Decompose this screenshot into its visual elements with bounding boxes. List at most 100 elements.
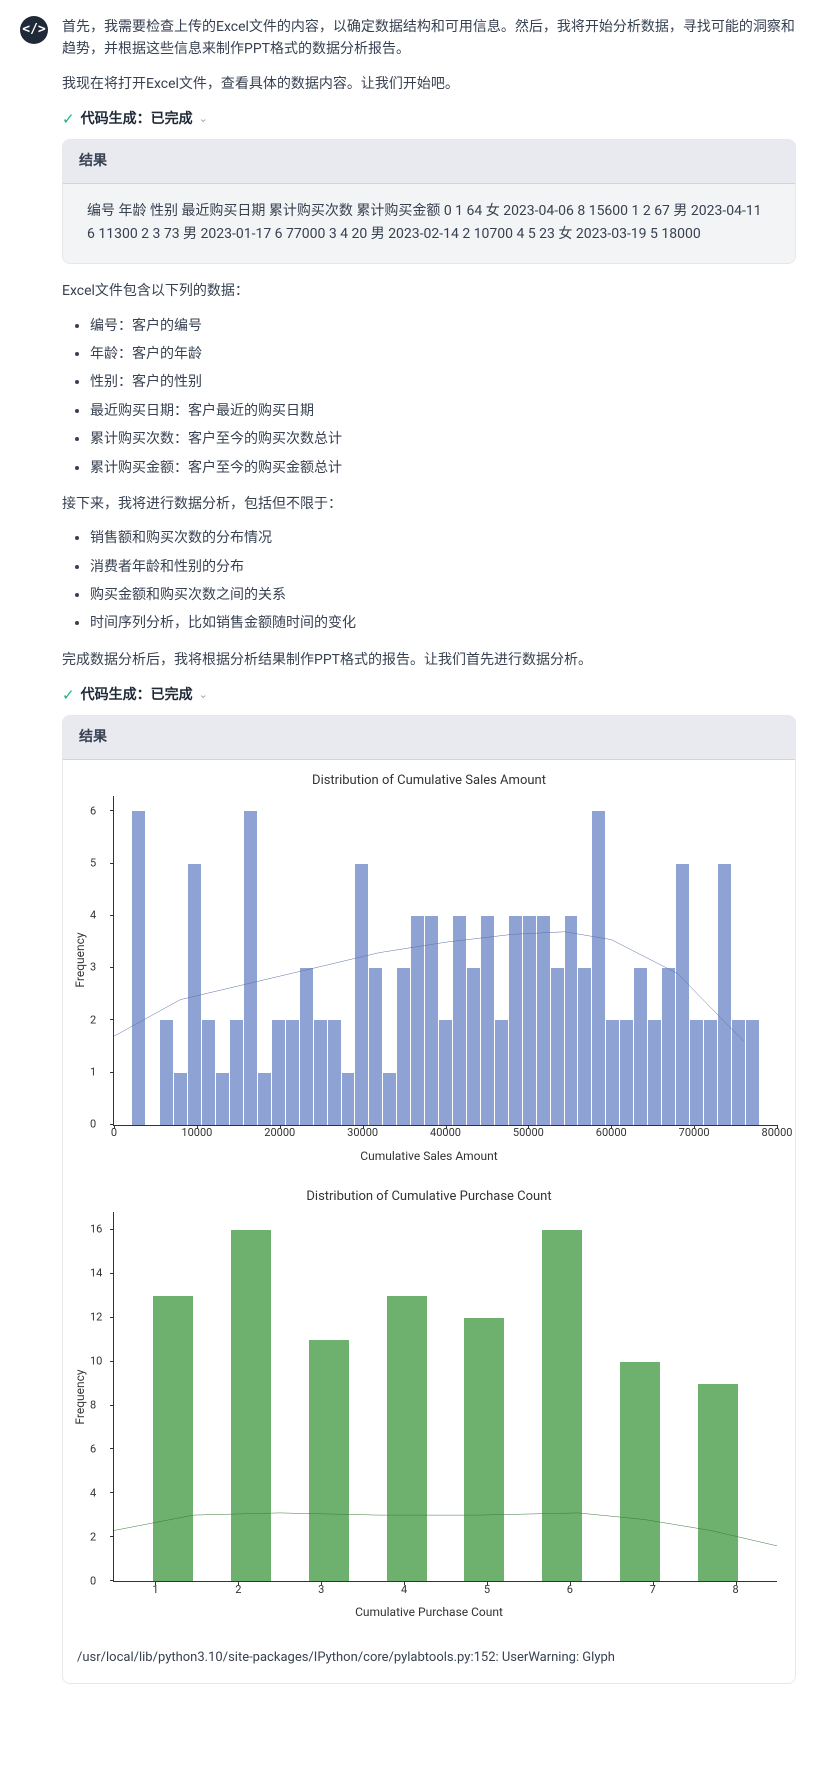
histogram-bar: [174, 1073, 187, 1125]
histogram-bar: [411, 916, 424, 1125]
histogram-bar: [439, 1020, 452, 1124]
intro-p1: 首先，我需要检查上传的Excel文件的内容，以确定数据结构和可用信息。然后，我将…: [62, 16, 796, 61]
list-item: 编号：客户的编号: [90, 315, 796, 337]
ytick-label: 3: [90, 959, 96, 978]
code-icon: </>: [20, 16, 48, 44]
ytick-label: 0: [90, 1115, 96, 1134]
histogram-bar: [648, 1020, 661, 1124]
ytick-label: 2: [90, 1011, 96, 1030]
histogram-bar: [188, 864, 201, 1125]
histogram-bar: [676, 864, 689, 1125]
list-item: 最近购买日期：客户最近的购买日期: [90, 400, 796, 422]
histogram-bar: [453, 916, 466, 1125]
histogram-bar: [342, 1073, 355, 1125]
histogram-bar: [523, 916, 536, 1125]
list-item: 累计购买次数：客户至今的购买次数总计: [90, 428, 796, 450]
histogram-bar: [425, 916, 438, 1125]
result-header: 结果: [63, 716, 795, 759]
list-item: 购买金额和购买次数之间的关系: [90, 584, 796, 606]
explain-p2: 接下来，我将进行数据分析，包括但不限于：: [62, 493, 796, 515]
columns-list: 编号：客户的编号年龄：客户的年龄性别：客户的性别最近购买日期：客户最近的购买日期…: [62, 315, 796, 479]
histogram-bar: [132, 811, 145, 1124]
bar: [464, 1318, 504, 1582]
ytick-label: 0: [90, 1572, 96, 1591]
code-status-2[interactable]: ✓ 代码生成：已完成 ⌄: [62, 683, 796, 707]
chart1-ylabel: Frequency: [70, 933, 90, 988]
histogram-bar: [355, 864, 368, 1125]
histogram-bar: [300, 968, 313, 1125]
histogram-bar: [732, 1020, 745, 1124]
histogram-bar: [328, 1020, 341, 1124]
bar: [698, 1384, 738, 1582]
histogram-bar: [718, 864, 731, 1125]
histogram-bar: [746, 1020, 759, 1124]
ytick-label: 6: [90, 1440, 96, 1459]
histogram-bar: [704, 1020, 717, 1124]
histogram-bar: [551, 968, 564, 1125]
chart1-xlabel: Cumulative Sales Amount: [69, 1146, 789, 1166]
histogram-bar: [216, 1073, 229, 1125]
code-status-1[interactable]: ✓ 代码生成：已完成 ⌄: [62, 107, 796, 131]
ytick-label: 8: [90, 1396, 96, 1415]
bar: [387, 1296, 427, 1582]
ytick-label: 1: [90, 1063, 96, 1082]
chart1-title: Distribution of Cumulative Sales Amount: [69, 770, 789, 792]
result-box-2: 结果 Distribution of Cumulative Sales Amou…: [62, 715, 796, 1683]
histogram-bar: [369, 968, 382, 1125]
chevron-down-icon: ⌄: [199, 110, 208, 128]
status-label: 代码生成：已完成: [81, 684, 193, 706]
histogram-bar: [578, 968, 591, 1125]
analysis-list: 销售额和购买次数的分布情况消费者年龄和性别的分布购买金额和购买次数之间的关系时间…: [62, 527, 796, 635]
histogram-bar: [537, 916, 550, 1125]
result-box-1: 结果 编号 年龄 性别 最近购买日期 累计购买次数 累计购买金额 0 1 64 …: [62, 139, 796, 264]
bar: [231, 1230, 271, 1581]
bar: [153, 1296, 193, 1582]
chart-sales-distribution: Distribution of Cumulative Sales Amount …: [69, 770, 789, 1166]
histogram-bar: [565, 916, 578, 1125]
chart2-xlabel: Cumulative Purchase Count: [69, 1602, 789, 1622]
bar: [620, 1362, 660, 1582]
result-body: 编号 年龄 性别 最近购买日期 累计购买次数 累计购买金额 0 1 64 女 2…: [63, 184, 795, 264]
histogram-bar: [272, 1020, 285, 1124]
ytick-label: 6: [90, 802, 96, 821]
histogram-bar: [690, 1020, 703, 1124]
ytick-label: 12: [90, 1308, 102, 1327]
histogram-bar: [258, 1073, 271, 1125]
result-header: 结果: [63, 140, 795, 183]
intro-p2: 我现在将打开Excel文件，查看具体的数据内容。让我们开始吧。: [62, 73, 796, 95]
list-item: 销售额和购买次数的分布情况: [90, 527, 796, 549]
ytick-label: 4: [90, 907, 96, 926]
histogram-bar: [230, 1020, 243, 1124]
chevron-down-icon: ⌄: [199, 686, 208, 704]
histogram-bar: [314, 1020, 327, 1124]
list-item: 消费者年龄和性别的分布: [90, 556, 796, 578]
histogram-bar: [244, 811, 257, 1124]
list-item: 时间序列分析，比如销售金额随时间的变化: [90, 612, 796, 634]
explain-p1: Excel文件包含以下列的数据：: [62, 280, 796, 302]
histogram-bar: [592, 811, 605, 1124]
histogram-bar: [481, 916, 494, 1125]
ytick-label: 5: [90, 854, 96, 873]
histogram-bar: [662, 968, 675, 1125]
histogram-bar: [620, 1020, 633, 1124]
histogram-bar: [397, 968, 410, 1125]
ytick-label: 14: [90, 1264, 102, 1283]
histogram-bar: [509, 916, 522, 1125]
histogram-bar: [202, 1020, 215, 1124]
histogram-bar: [606, 1020, 619, 1124]
histogram-bar: [467, 968, 480, 1125]
chart2-title: Distribution of Cumulative Purchase Coun…: [69, 1186, 789, 1208]
ytick-label: 4: [90, 1484, 96, 1503]
check-icon: ✓: [62, 107, 75, 131]
list-item: 累计购买金额：客户至今的购买金额总计: [90, 457, 796, 479]
check-icon: ✓: [62, 683, 75, 707]
histogram-bar: [286, 1020, 299, 1124]
histogram-bar: [383, 1073, 396, 1125]
explain-p3: 完成数据分析后，我将根据分析结果制作PPT格式的报告。让我们首先进行数据分析。: [62, 649, 796, 671]
list-item: 性别：客户的性别: [90, 371, 796, 393]
histogram-bar: [495, 1020, 508, 1124]
ytick-label: 2: [90, 1528, 96, 1547]
histogram-bar: [634, 968, 647, 1125]
chart-purchase-distribution: Distribution of Cumulative Purchase Coun…: [69, 1186, 789, 1622]
bar: [309, 1340, 349, 1582]
